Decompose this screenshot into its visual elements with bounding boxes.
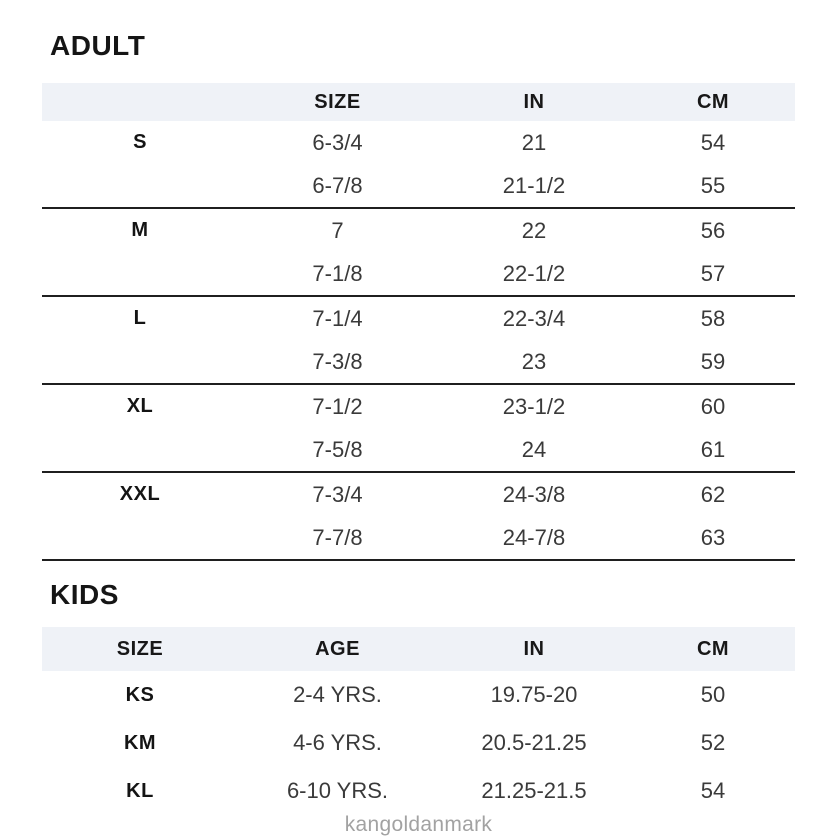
table-row: 7-3/8 23 59 [42, 340, 795, 383]
cell-cm: 60 [700, 393, 726, 419]
table-row: XL 7-1/2 23-1/2 60 [42, 385, 795, 428]
cell-size: 6-7/8 [312, 172, 363, 198]
cell-size-label: S [133, 131, 147, 153]
cell-inches: 22 [521, 217, 547, 243]
cell-size: 7-3/8 [312, 348, 363, 374]
column-header-size: SIZE [314, 90, 361, 113]
column-header-in: IN [523, 637, 545, 660]
cell-size-label: M [131, 219, 149, 241]
watermark-text: kangoldanmark [344, 813, 493, 836]
cell-inches: 23 [521, 348, 547, 374]
adult-table-header-row: SIZE IN CM [42, 83, 795, 121]
cell-cm: 61 [700, 436, 726, 462]
cell-cm: 62 [700, 481, 726, 507]
cell-size-label: L [133, 307, 147, 329]
cell-cm: 58 [700, 305, 726, 331]
cell-inches: 24-7/8 [502, 524, 566, 550]
table-row: 6-7/8 21-1/2 55 [42, 164, 795, 207]
cell-size: 7-1/8 [312, 260, 363, 286]
cell-size: KS [125, 683, 155, 706]
cell-size-label: XL [126, 395, 154, 417]
table-row: 7-5/8 24 61 [42, 428, 795, 471]
cell-cm: 54 [700, 778, 726, 803]
cell-inches: 21-1/2 [502, 172, 566, 198]
cell-cm: 57 [700, 260, 726, 286]
column-header-age: AGE [315, 637, 360, 660]
cell-cm: 52 [700, 730, 726, 755]
table-row: S 6-3/4 21 54 [42, 121, 795, 164]
table-row: KS 2-4 YRS. 19.75-20 50 [42, 671, 795, 719]
cell-age: 4-6 YRS. [293, 730, 382, 755]
cell-age: 6-10 YRS. [286, 778, 389, 803]
column-header-size: SIZE [116, 637, 164, 660]
cell-cm: 63 [700, 524, 726, 550]
table-row: M 7 22 56 [42, 209, 795, 252]
cell-inches: 21.25-21.5 [481, 778, 587, 803]
table-row: L 7-1/4 22-3/4 58 [42, 297, 795, 340]
cell-size: 7-5/8 [312, 436, 363, 462]
table-row: XXL 7-3/4 24-3/8 62 [42, 473, 795, 516]
cell-size-label: XXL [119, 483, 161, 505]
cell-size: 7 [331, 217, 344, 243]
cell-cm: 54 [700, 129, 726, 155]
cell-inches: 24 [521, 436, 547, 462]
cell-size: KL [126, 779, 154, 802]
size-group-m: M 7 22 56 7-1/8 22-1/2 57 [42, 209, 795, 297]
cell-inches: 24-3/8 [502, 481, 566, 507]
cell-inches: 22-1/2 [502, 260, 566, 286]
kids-size-table: SIZE AGE IN CM KS 2-4 YRS. 19.75-20 50 K… [42, 627, 795, 815]
cell-inches: 22-3/4 [502, 305, 566, 331]
column-header-cm: CM [696, 90, 730, 113]
cell-inches: 23-1/2 [502, 393, 566, 419]
cell-size: 7-1/2 [312, 393, 363, 419]
section-title-adult: ADULT [50, 30, 146, 61]
cell-inches: 19.75-20 [490, 682, 578, 707]
cell-inches: 21 [521, 129, 547, 155]
cell-size: 6-3/4 [312, 129, 363, 155]
table-row: KL 6-10 YRS. 21.25-21.5 54 [42, 767, 795, 815]
cell-cm: 50 [700, 682, 726, 707]
cell-inches: 20.5-21.25 [481, 730, 587, 755]
cell-size: 7-1/4 [312, 305, 363, 331]
table-row: KM 4-6 YRS. 20.5-21.25 52 [42, 719, 795, 767]
size-group-xxl: XXL 7-3/4 24-3/8 62 7-7/8 24-7/8 63 [42, 473, 795, 561]
cell-size: 7-7/8 [312, 524, 363, 550]
cell-size: KM [123, 731, 157, 754]
cell-cm: 56 [700, 217, 726, 243]
size-group-xl: XL 7-1/2 23-1/2 60 7-5/8 24 61 [42, 385, 795, 473]
cell-cm: 55 [700, 172, 726, 198]
size-group-l: L 7-1/4 22-3/4 58 7-3/8 23 59 [42, 297, 795, 385]
section-title-kids: KIDS [50, 579, 119, 610]
table-row: 7-1/8 22-1/2 57 [42, 252, 795, 295]
cell-age: 2-4 YRS. [293, 682, 382, 707]
kids-table-header-row: SIZE AGE IN CM [42, 627, 795, 671]
column-header-cm: CM [696, 637, 730, 660]
table-row: 7-7/8 24-7/8 63 [42, 516, 795, 559]
column-header-in: IN [523, 90, 545, 113]
cell-size: 7-3/4 [312, 481, 363, 507]
cell-cm: 59 [700, 348, 726, 374]
size-group-s: S 6-3/4 21 54 6-7/8 21-1/2 55 [42, 121, 795, 209]
adult-size-table: SIZE IN CM S 6-3/4 21 54 6-7/8 21-1/2 55 [42, 83, 795, 561]
